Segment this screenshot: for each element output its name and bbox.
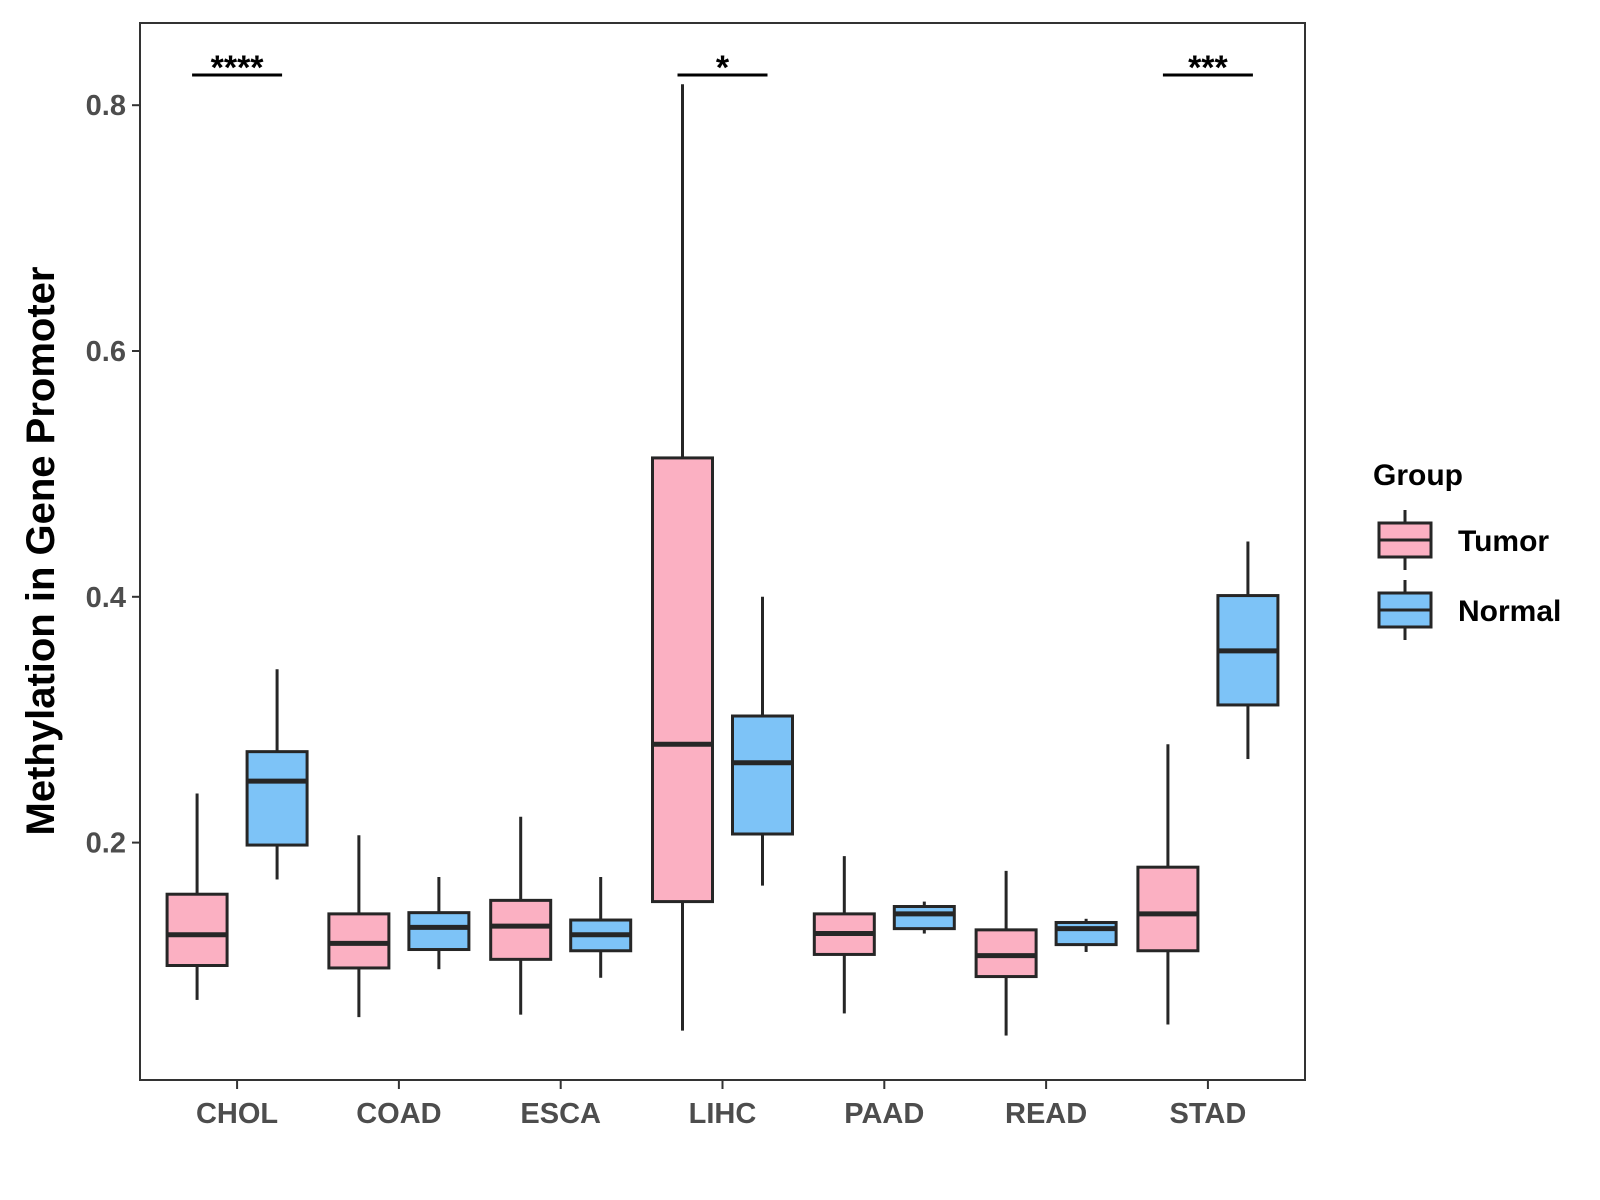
box-stad-normal — [1216, 541, 1280, 760]
box-iqr — [892, 905, 956, 931]
significance-label: **** — [211, 49, 265, 87]
box-chol-normal — [245, 669, 309, 880]
x-tick-label: STAD — [1170, 1098, 1247, 1130]
x-tick-label: LIHC — [689, 1098, 757, 1130]
box-read-normal — [1054, 918, 1118, 952]
significance-label: * — [716, 49, 730, 87]
box-iqr — [489, 898, 553, 961]
x-tick-label: READ — [1005, 1098, 1087, 1130]
box-iqr — [1054, 920, 1118, 947]
box-iqr — [1136, 865, 1200, 953]
plot-area: **** * *** — [165, 49, 1280, 1036]
y-tick-label: 0.2 — [86, 828, 126, 860]
legend: Group Tumor Normal — [1373, 459, 1561, 640]
box-coad-normal — [407, 877, 471, 970]
legend-label: Normal — [1458, 595, 1561, 628]
box-lihc-normal — [731, 596, 794, 886]
legend-items: Tumor Normal — [1377, 510, 1561, 640]
legend-title: Group — [1373, 459, 1463, 492]
box-lihc-tumor — [651, 84, 714, 1031]
box-paad-normal — [892, 901, 956, 934]
x-tick-label: ESCA — [520, 1098, 601, 1130]
box-chol-tumor — [165, 793, 229, 1000]
box-iqr — [407, 911, 471, 952]
box-read-tumor — [974, 870, 1038, 1036]
box-paad-tumor — [812, 856, 876, 1014]
axes: 0.2 0.4 0.6 0.8 CHOL COAD ESCA LIHC PAAD READ STAD — [86, 90, 1247, 1130]
y-tick-label: 0.4 — [86, 582, 126, 614]
box-iqr — [651, 456, 714, 904]
box-coad-tumor — [327, 835, 391, 1018]
box-esca-normal — [569, 877, 633, 978]
x-tick-label: PAAD — [844, 1098, 924, 1130]
significance-label: *** — [1188, 49, 1228, 87]
y-axis-title: Methylation in Gene Promoter — [19, 267, 63, 836]
box-esca-tumor — [489, 816, 553, 1015]
legend-item-normal: Normal — [1377, 580, 1561, 640]
x-tick-label: CHOL — [196, 1098, 278, 1130]
y-tick-label: 0.6 — [86, 336, 126, 368]
box-iqr — [731, 714, 794, 836]
y-tick-label: 0.8 — [86, 90, 126, 122]
box-stad-tumor — [1136, 744, 1200, 1025]
legend-item-tumor: Tumor — [1377, 510, 1549, 570]
significance-chol: **** — [192, 49, 283, 87]
significance-lihc: * — [677, 49, 768, 87]
significance-stad: *** — [1162, 49, 1253, 87]
box-iqr — [165, 892, 229, 968]
box-iqr — [245, 750, 309, 847]
x-tick-label: COAD — [356, 1098, 441, 1130]
legend-label: Tumor — [1458, 525, 1549, 558]
